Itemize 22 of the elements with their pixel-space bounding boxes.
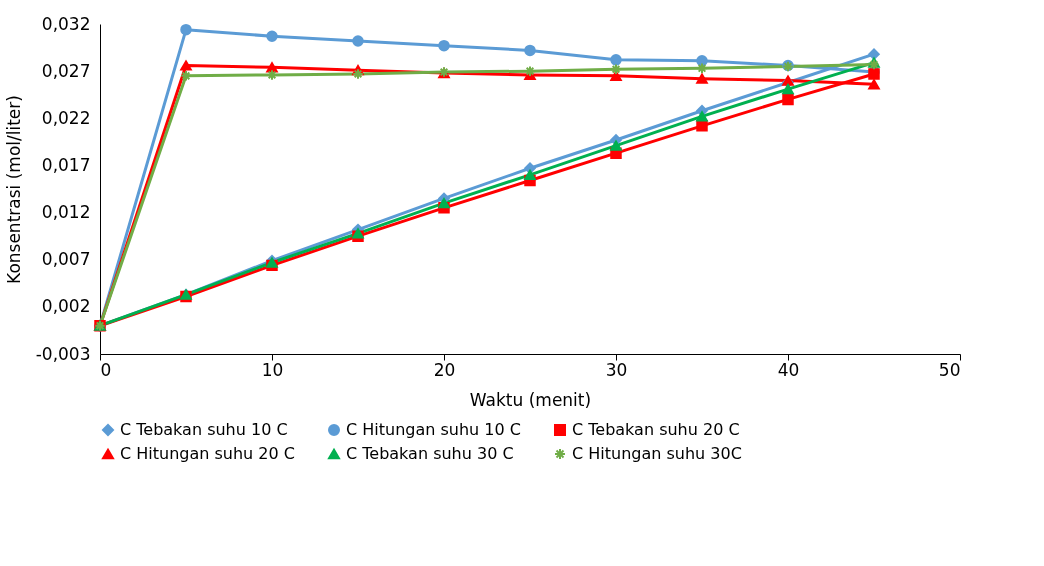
y-tick-label: 0,032 xyxy=(41,13,91,34)
x-tick-label: 20 xyxy=(433,359,456,380)
legend-label: C Tebakan suhu 10 C xyxy=(120,420,288,439)
x-axis-title: Waktu (menit) xyxy=(469,389,592,410)
y-tick-label: 0,017 xyxy=(41,154,91,175)
y-axis-title: Konsentrasi (mol/liter) xyxy=(3,95,24,284)
y-tick-label: -0,003 xyxy=(35,343,91,364)
y-tick-label: 0,027 xyxy=(41,60,91,81)
legend-label: C Hitungan suhu 20 C xyxy=(120,444,295,463)
x-tick-label: 0 xyxy=(100,359,112,380)
y-tick-label: 0,012 xyxy=(41,202,91,223)
legend-label: C Hitungan suhu 10 C xyxy=(346,420,521,439)
legend-label: C Tebakan suhu 30 C xyxy=(346,444,514,463)
y-tick-label: 0,007 xyxy=(41,249,91,270)
x-tick-label: 40 xyxy=(777,359,800,380)
x-tick-label: 50 xyxy=(938,359,961,380)
y-tick-label: 0,002 xyxy=(41,296,91,317)
y-tick-label: 0,022 xyxy=(41,107,91,128)
legend-label: C Tebakan suhu 20 C xyxy=(572,420,740,439)
legend-label: C Hitungan suhu 30C xyxy=(572,444,742,463)
x-tick-label: 10 xyxy=(261,359,284,380)
x-tick-label: 30 xyxy=(605,359,628,380)
